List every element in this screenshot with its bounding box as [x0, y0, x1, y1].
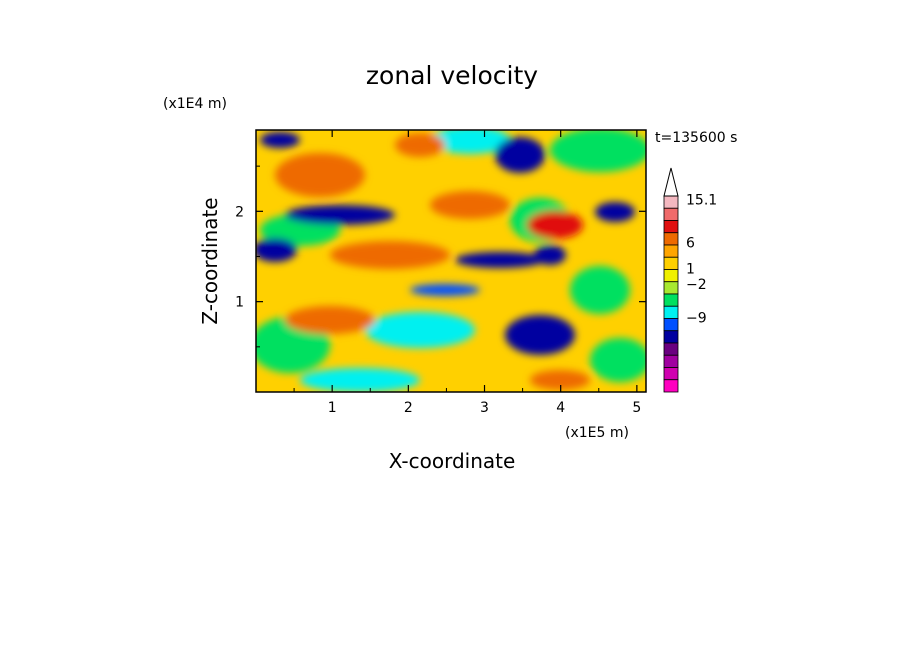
colorbar-label: 1 [686, 261, 695, 277]
y-axis-title: Z-coordinate [198, 197, 222, 324]
colorbar-segment [663, 244, 679, 258]
field-patch [505, 315, 575, 355]
field-patch [530, 370, 590, 390]
colorbar-segment [663, 354, 679, 368]
colorbar-labels: 15.1 6 1−2 −9 [686, 193, 717, 327]
x-tick-label: 1 [328, 400, 337, 416]
colorbar-segment [663, 195, 679, 209]
field-patch [455, 252, 545, 268]
x-tick-label: 4 [556, 400, 565, 416]
chart-title: zonal velocity [366, 61, 538, 90]
colorbar-label: 6 [686, 236, 695, 252]
field-patch [534, 245, 566, 265]
colorbar-segment [663, 220, 679, 234]
y-scale-label: (x1E4 m) [163, 96, 227, 112]
x-tick-label: 3 [480, 400, 489, 416]
field-patch [330, 241, 450, 269]
x-axis-title: X-coordinate [389, 449, 516, 473]
colorbar-segment [663, 281, 679, 295]
colorbar-segment [663, 256, 679, 270]
x-tick-label: 5 [632, 400, 641, 416]
contour-field [256, 130, 646, 392]
colorbar-segment [663, 330, 679, 344]
colorbar-label: −9 [686, 310, 707, 326]
colorbar-segment [663, 342, 679, 356]
colorbar-segment [663, 207, 679, 221]
colorbar-segment [663, 318, 679, 332]
colorbar-segment [663, 379, 679, 393]
colorbar-extend-arrow [663, 167, 679, 197]
colorbar-label: −2 [686, 277, 707, 293]
field-patch [590, 338, 646, 382]
colorbar-segment [663, 232, 679, 246]
colorbar-label: 15.1 [686, 193, 717, 209]
field-patch [430, 191, 510, 219]
field-patch [570, 266, 630, 314]
field-patch [256, 238, 297, 262]
field-patch [285, 306, 375, 334]
colorbar-segment [663, 305, 679, 319]
colorbar-segment [663, 367, 679, 381]
field-patch [275, 153, 365, 197]
y-tick-label: 1 [235, 295, 244, 311]
field-patch [527, 211, 583, 239]
field-patch [300, 368, 420, 392]
colorbar-segment [663, 293, 679, 307]
time-label: t=135600 s [655, 130, 737, 146]
plot-frame [255, 129, 647, 393]
y-axis-ticks: 12 [235, 165, 646, 348]
field-patch [365, 312, 475, 348]
field-patch [260, 132, 300, 148]
field-patch [495, 137, 545, 173]
x-scale-label: (x1E5 m) [565, 425, 629, 441]
field-patch [410, 284, 480, 296]
field-patch [285, 205, 395, 225]
colorbar-segment [663, 269, 679, 283]
x-axis-ticks: 1 2 3 4 5 [293, 130, 641, 416]
field-patch [395, 133, 445, 157]
field-patch [595, 202, 635, 222]
field-patch [550, 130, 646, 172]
colorbar [663, 167, 679, 393]
x-tick-label: 2 [404, 400, 413, 416]
y-tick-label: 2 [235, 204, 244, 220]
field-patch [430, 130, 510, 154]
